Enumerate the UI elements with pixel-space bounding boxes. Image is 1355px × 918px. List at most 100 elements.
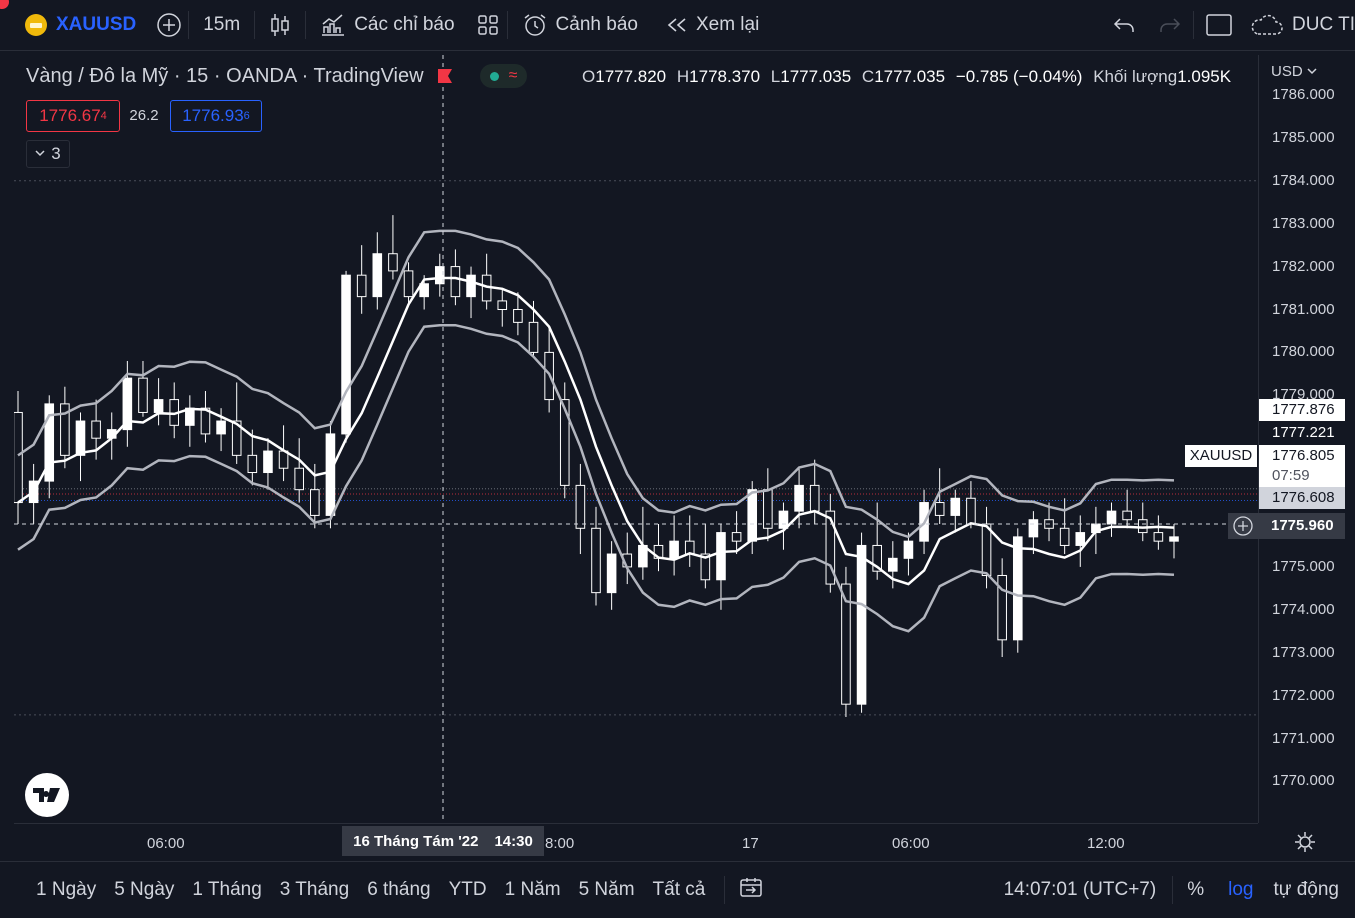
range-1y[interactable]: 1 Năm (504, 879, 561, 900)
alert-button[interactable]: Cảnh báo (508, 0, 652, 50)
candle-body (513, 309, 523, 323)
redo-button[interactable] (1147, 0, 1193, 50)
candle-body (1012, 536, 1023, 641)
replay-button[interactable]: Xem lại (652, 0, 773, 50)
basis-value: 1777.221 (1272, 424, 1335, 441)
layouts-button[interactable] (469, 0, 507, 50)
settings-button[interactable] (1294, 831, 1316, 853)
goto-date-button[interactable] (725, 877, 779, 904)
market-open-dot-icon (489, 71, 499, 81)
chart-pane[interactable] (13, 55, 1258, 823)
range-3m[interactable]: 3 Tháng (279, 879, 350, 900)
account-button[interactable]: DUC TI (1244, 0, 1355, 50)
basis-label: 1777.221 (1259, 422, 1345, 444)
currency-label: USD (1271, 63, 1303, 80)
buy-price-sup: 6 (243, 110, 250, 122)
crosshair-time: 14:30 (494, 832, 533, 850)
auto-toggle[interactable]: tự động (1273, 879, 1339, 900)
candle-body (872, 544, 882, 572)
time-tick: 8:00 (545, 835, 575, 852)
range-ytd[interactable]: YTD (448, 879, 487, 900)
candle-body (434, 266, 445, 285)
indicators-collapse-button[interactable]: 3 (26, 140, 70, 168)
candle-body (950, 497, 961, 516)
volume-label: Khối lượng (1093, 67, 1178, 86)
tradingview-logo[interactable] (25, 773, 69, 817)
flag-icon[interactable] (436, 67, 454, 85)
candle-body (747, 489, 758, 542)
interval-button[interactable]: 15m (189, 0, 254, 50)
symbol-search-button[interactable]: XAUUSD (0, 0, 150, 50)
sell-button[interactable]: 1776.67 4 (26, 100, 120, 132)
range-5y[interactable]: 5 Năm (578, 879, 635, 900)
candle-body (403, 270, 414, 298)
price-tick: 1783.000 (1272, 214, 1335, 232)
spread-label: 26.2 (129, 106, 159, 124)
lower-band (17, 323, 1175, 633)
candle-body (200, 407, 211, 435)
candle-body (75, 420, 86, 456)
symbol-tag-text: XAUUSD (1189, 447, 1253, 464)
range-all[interactable]: Tất cả (652, 879, 706, 900)
range-6m[interactable]: 6 tháng (367, 879, 431, 900)
cloud-icon (1251, 14, 1283, 35)
legend-title[interactable]: Vàng / Đô la Mỹ · 15 · OANDA · TradingVi… (26, 64, 424, 87)
time-axis[interactable]: 06:00 8:00 17 06:00 12:00 16 Tháng Tám '… (14, 823, 1258, 862)
candle-body (856, 544, 867, 705)
price-chart[interactable] (13, 55, 1258, 823)
buy-button[interactable]: 1776.93 6 (170, 100, 262, 132)
crosshair-date: 16 Tháng Tám '22 (353, 832, 479, 850)
currency-selector[interactable]: USD (1271, 63, 1317, 80)
log-toggle[interactable]: log (1228, 879, 1254, 900)
candle-body (247, 454, 258, 474)
timezone-clock[interactable]: 14:07:01 (UTC+7) (1003, 879, 1157, 900)
chart-type-button[interactable] (255, 0, 305, 50)
range-5d[interactable]: 5 Ngày (114, 879, 175, 900)
indicators-button[interactable]: Các chỉ báo (306, 0, 468, 50)
candle-body (591, 527, 601, 594)
candle-body (497, 300, 508, 310)
candle-body (388, 253, 398, 272)
range-1m[interactable]: 1 Tháng (192, 879, 262, 900)
candle-body (138, 377, 148, 413)
candle-body (794, 484, 804, 512)
sell-price-sup: 4 (100, 110, 107, 122)
low-value: 1777.035 (780, 67, 852, 86)
fullscreen-button[interactable] (1194, 0, 1244, 50)
candle-body (231, 420, 242, 456)
percent-toggle[interactable]: % (1187, 879, 1205, 900)
add-alert-plus-icon[interactable] (1232, 515, 1254, 537)
candle-body (122, 377, 133, 431)
candle-body (966, 497, 976, 525)
volume-value: 1.095K (1177, 67, 1232, 86)
wave-icon: ≈ (508, 67, 518, 84)
candle-body (809, 484, 820, 512)
candle-body (559, 399, 570, 486)
time-tick: 12:00 (1087, 835, 1125, 852)
candle-body (278, 450, 289, 469)
interval-label: 15m (203, 14, 241, 35)
undo-button[interactable] (1101, 0, 1147, 50)
plus-circle-icon (157, 13, 181, 37)
last-price-label: 1776.805 07:59 (1259, 445, 1345, 487)
redo-icon (1160, 18, 1181, 32)
close-label: C (861, 67, 875, 86)
candle-body (700, 553, 711, 581)
candle-body (528, 321, 539, 353)
time-tick: 06:00 (147, 835, 185, 852)
market-status-pill[interactable]: ≈ (479, 64, 528, 88)
compare-button[interactable] (150, 0, 188, 50)
price-tick: 1780.000 (1272, 343, 1335, 361)
candle-body (934, 502, 945, 516)
upper-band (17, 229, 1175, 539)
candle-body (310, 489, 320, 516)
candle-body (1059, 527, 1070, 546)
candle-body (44, 403, 55, 482)
tv-logo-icon (33, 788, 60, 802)
range-1d[interactable]: 1 Ngày (36, 879, 97, 900)
price-tick: 1784.000 (1272, 171, 1335, 189)
price-tick: 1771.000 (1272, 729, 1335, 747)
alarm-clock-icon (524, 14, 545, 36)
divider (1193, 11, 1195, 39)
open-value: 1777.820 (595, 67, 667, 86)
